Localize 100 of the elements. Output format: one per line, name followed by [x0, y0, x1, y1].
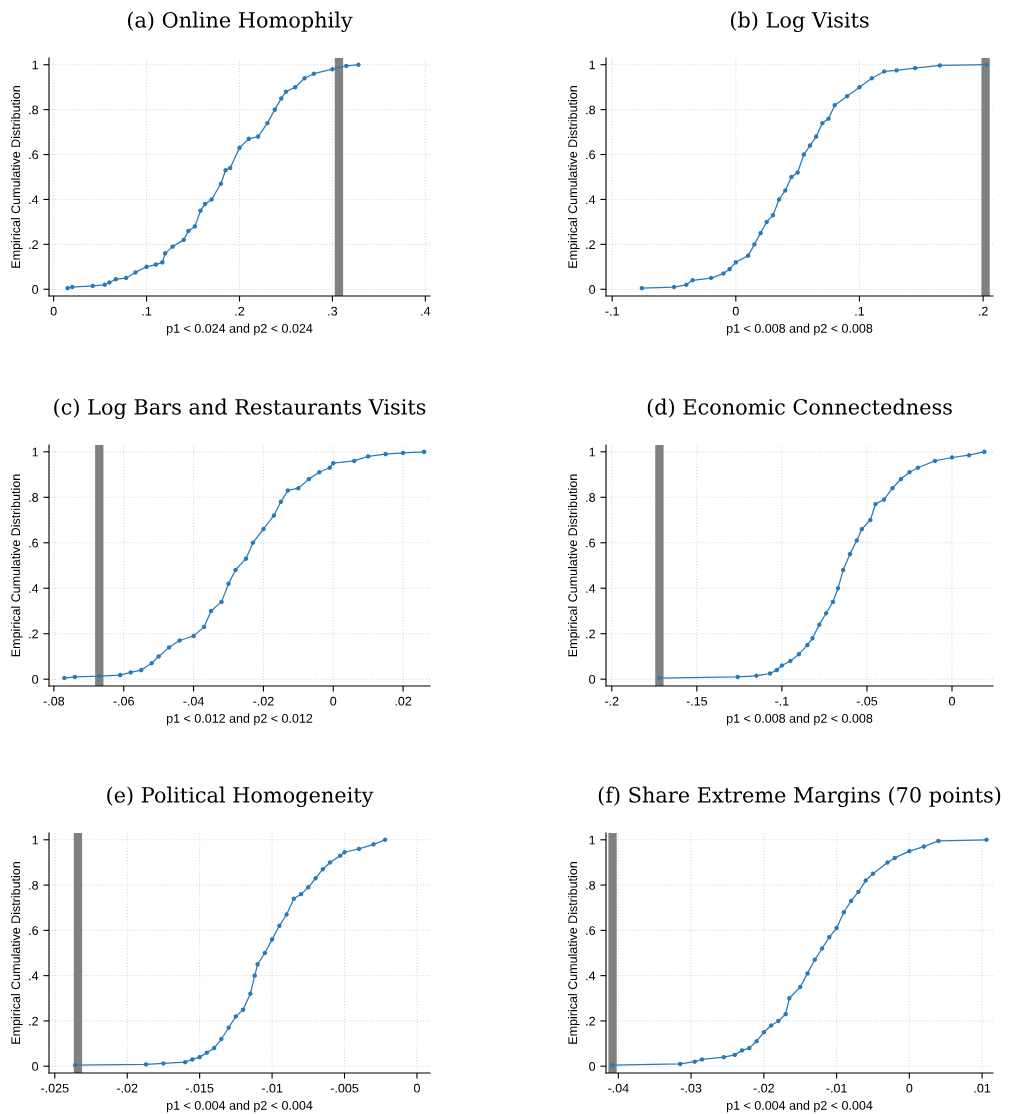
- point: [356, 62, 361, 67]
- point: [351, 458, 357, 464]
- point: [863, 878, 868, 883]
- point: [820, 120, 825, 126]
- point: [984, 837, 989, 843]
- y-tick-label: .6: [586, 150, 596, 160]
- point: [421, 449, 427, 455]
- point: [937, 63, 943, 68]
- point: [186, 228, 191, 234]
- point: [133, 270, 138, 275]
- x-axis-title: p1 < 0.012 and p2 < 0.012: [166, 713, 313, 726]
- point: [708, 275, 714, 281]
- y-tick-label: .6: [29, 150, 39, 160]
- point: [143, 1062, 149, 1067]
- point: [113, 276, 119, 282]
- x-tick-label: .1: [855, 306, 865, 316]
- x-tick-label: -.015: [185, 1083, 214, 1093]
- point: [107, 280, 112, 285]
- point: [344, 63, 349, 69]
- point: [677, 1061, 683, 1067]
- point: [383, 451, 388, 457]
- point: [752, 242, 757, 247]
- point: [255, 962, 260, 967]
- point: [915, 465, 921, 470]
- y-tick-label: .8: [586, 493, 596, 502]
- x-tick-label: 0: [906, 1083, 913, 1093]
- point: [262, 950, 268, 956]
- point: [202, 201, 208, 207]
- x-tick-label: -.02: [753, 1083, 774, 1093]
- y-tick-label: .2: [29, 629, 38, 639]
- point: [826, 116, 831, 121]
- x-tick-label: 0: [949, 696, 955, 706]
- y-tick-label: .2: [586, 1016, 595, 1026]
- point: [868, 517, 873, 523]
- point: [162, 251, 168, 256]
- y-tick-label: 1: [589, 835, 595, 845]
- point: [102, 282, 107, 287]
- y-tick-label: .4: [29, 971, 39, 981]
- x-tick-label: -.06: [113, 696, 134, 706]
- point: [690, 278, 695, 283]
- point: [190, 1057, 195, 1062]
- point: [284, 912, 289, 917]
- point: [331, 460, 336, 466]
- x-axis-title: p1 < 0.004 and p2 < 0.004: [166, 1100, 313, 1113]
- point: [610, 1062, 615, 1068]
- y-tick-label: .2: [29, 240, 38, 249]
- point: [265, 120, 270, 126]
- point: [787, 996, 792, 1001]
- x-axis-title: p1 < 0.024 and p2 < 0.024: [166, 323, 313, 336]
- point: [798, 984, 803, 990]
- point: [854, 538, 859, 543]
- point: [233, 1014, 239, 1019]
- point: [776, 1018, 781, 1024]
- point: [807, 143, 813, 148]
- point: [97, 674, 102, 679]
- point: [248, 991, 253, 996]
- y-axis-title: Empirical Cumulative Distribution: [567, 862, 580, 1044]
- point: [813, 134, 819, 139]
- y-tick-label: .8: [586, 105, 596, 115]
- x-tick-label: 0: [732, 306, 739, 316]
- x-tick-label: -.02: [117, 1083, 138, 1093]
- y-tick-label: .6: [586, 538, 596, 548]
- y-tick-label: .2: [586, 629, 595, 639]
- point: [984, 62, 990, 67]
- point: [65, 285, 70, 291]
- point: [296, 485, 301, 491]
- point: [330, 67, 335, 72]
- point: [639, 285, 645, 291]
- point: [240, 1007, 246, 1012]
- x-tick-label: -.04: [183, 696, 204, 706]
- point: [819, 946, 825, 951]
- x-tick-label: -.15: [686, 696, 708, 706]
- point: [801, 152, 807, 157]
- point: [320, 867, 326, 872]
- point: [834, 925, 839, 931]
- point: [252, 973, 257, 978]
- point: [90, 283, 95, 289]
- y-tick-label: .4: [586, 584, 596, 593]
- point: [912, 65, 918, 71]
- point: [191, 633, 196, 639]
- x-tick-label: -.005: [330, 1083, 359, 1093]
- x-tick-label: -.03: [680, 1083, 702, 1093]
- y-axis-title: Empirical Cumulative Distribution: [10, 862, 23, 1044]
- point: [699, 1057, 705, 1062]
- point: [356, 846, 362, 852]
- point: [805, 642, 810, 648]
- y-tick-label: 0: [32, 674, 39, 684]
- y-axis-title: Empirical Cumulative Distribution: [10, 474, 23, 657]
- point: [182, 1059, 188, 1065]
- point: [226, 1025, 231, 1030]
- point: [885, 860, 890, 865]
- x-tick-label: .1: [142, 306, 152, 316]
- y-tick-label: .4: [586, 195, 596, 204]
- y-tick-label: .8: [29, 493, 39, 502]
- chart-title: (b) Log Visits: [730, 11, 869, 33]
- y-tick-label: .6: [586, 926, 596, 936]
- point: [881, 69, 887, 74]
- point: [311, 71, 317, 76]
- point: [841, 910, 847, 915]
- point: [894, 68, 899, 73]
